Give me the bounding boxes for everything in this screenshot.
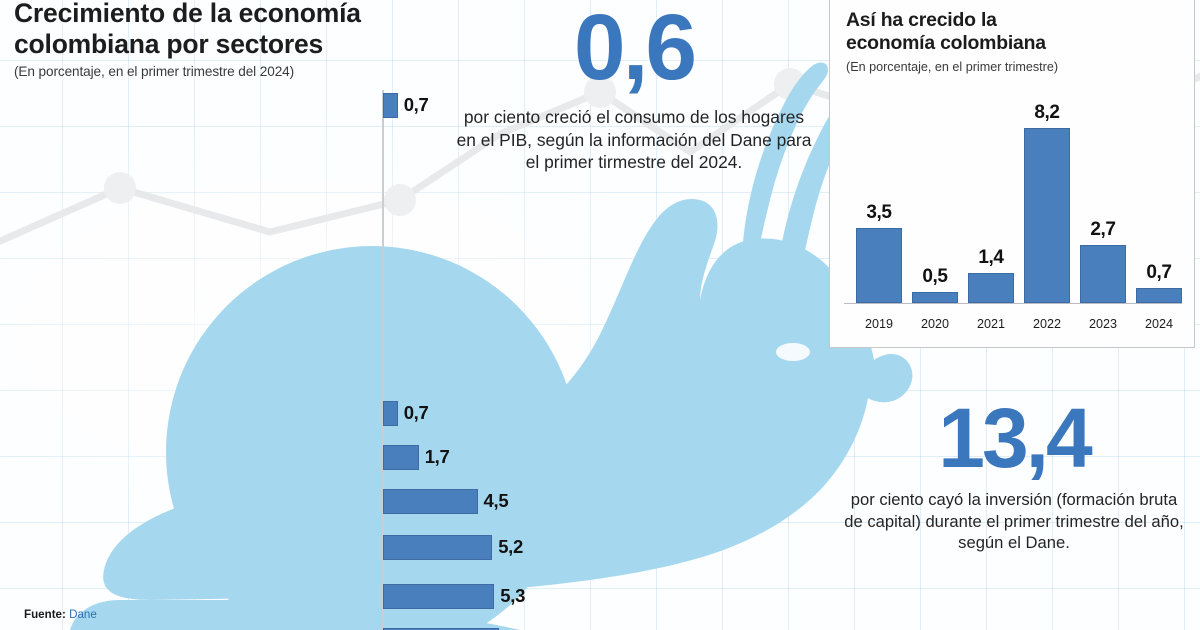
- bar-row: Información y comunicaciones-1,6: [0, 178, 600, 208]
- year-bar-value-label: 1,4: [978, 247, 1004, 269]
- right-panel-title: Así ha crecido la economía colombiana: [830, 0, 1194, 56]
- zero-axis-line: [382, 90, 384, 630]
- left-panel-heading: Crecimiento de la economía colombiana po…: [14, 0, 414, 79]
- sectors-bar-chart: PIB0,7Industria-5,9Información y comunic…: [0, 90, 600, 630]
- left-panel-subtitle: (En porcentaje, en el primer trimestre d…: [14, 64, 295, 79]
- year-axis-tick: 2019: [864, 317, 894, 331]
- bar-row: Actividades inmobiliarias1,7: [0, 442, 600, 472]
- title-line-2: colombiana por sectores: [14, 29, 324, 59]
- bottom-right-stat-block: 13,4 por ciento cayó la inversión (forma…: [834, 396, 1194, 553]
- positive-bar: [383, 627, 499, 630]
- positive-bar: [383, 488, 478, 514]
- year-bar: [1136, 288, 1182, 303]
- bottom-right-stat-value: 13,4: [938, 391, 1093, 485]
- year-axis-tick: 2023: [1088, 317, 1118, 331]
- year-axis-tick: 2024: [1144, 317, 1174, 331]
- bar-value-label: 4,5: [483, 490, 509, 511]
- right-title-line-2: economía colombiana: [846, 32, 1046, 55]
- center-stat-block: 0,6 por ciento creció el consumo de los …: [448, 0, 820, 174]
- bottom-right-stat-text: por ciento cayó la inversión (formación …: [844, 490, 1184, 552]
- positive-bar: [383, 583, 495, 609]
- title-line-1: Crecimiento de la economía: [14, 0, 361, 28]
- bar-value-label: 5,5: [505, 625, 530, 630]
- year-axis-tick: 2020: [920, 317, 950, 331]
- year-bar: [856, 228, 902, 303]
- bar-row: Electricidad y gas4,5: [0, 486, 600, 516]
- bar-value-label: 0,7: [403, 94, 429, 115]
- bar-row: Actividades artísticas, de entretenimien…: [0, 527, 600, 567]
- source-label: Fuente:: [24, 608, 66, 621]
- year-bar-value-label: 2,7: [1090, 219, 1116, 241]
- year-bar-value-label: 3,5: [866, 202, 892, 224]
- year-bar: [1080, 245, 1126, 303]
- year-axis-tick: 2022: [1032, 317, 1062, 331]
- bar-value-label: 5,2: [498, 536, 524, 557]
- right-panel-subtitle: (En porcentaje, en el primer trimestre): [846, 59, 1059, 74]
- positive-bar: [383, 534, 493, 560]
- positive-bar: [383, 92, 398, 118]
- center-stat-text: por ciento creció el consumo de los hoga…: [456, 107, 812, 173]
- year-bar: [1024, 127, 1070, 303]
- source-value: Dane: [69, 608, 97, 621]
- year-bar-value-label: 0,7: [1146, 262, 1172, 284]
- bar-row: PIB0,7: [0, 90, 600, 120]
- year-bar-value-label: 8,2: [1034, 101, 1060, 123]
- source-note: Fuente: Dane: [24, 608, 97, 621]
- bar-row: Agricultura y ganadería5,5: [0, 625, 600, 630]
- yearly-growth-bar-chart: 3,5 2019 0,5 2020 1,4 2021 8,2 2022 2,7 2023 0,7 20…: [830, 83, 1194, 345]
- bar-row: Explotación de minas-1,5: [0, 266, 600, 296]
- bar-value-label: 0,7: [403, 402, 429, 423]
- bar-value-label: 5,3: [500, 585, 526, 606]
- page-title: Crecimiento de la economía colombiana po…: [14, 0, 414, 60]
- year-axis-tick: 2021: [976, 317, 1006, 331]
- baseline-axis: [844, 303, 1182, 304]
- bar-row: Construcción0,7: [0, 398, 600, 428]
- right-panel: Así ha crecido la economía colombiana (E…: [829, 0, 1195, 348]
- year-bar: [912, 292, 958, 303]
- bar-row: Actividades financieras y de seguros-3,0: [0, 354, 600, 384]
- bar-row: Comercio-0,8: [0, 222, 600, 252]
- bar-row: Administración pública, defensa, educaci…: [0, 576, 600, 616]
- bar-value-label: 1,7: [424, 446, 450, 467]
- year-bar-value-label: 0,5: [922, 266, 948, 288]
- positive-bar: [383, 400, 398, 426]
- positive-bar: [383, 444, 419, 470]
- year-bar: [968, 273, 1014, 303]
- center-stat-value: 0,6: [573, 0, 697, 99]
- bar-row: Actividades profesionales y científicas-…: [0, 310, 600, 340]
- right-title-line-1: Así ha crecido la: [846, 9, 997, 31]
